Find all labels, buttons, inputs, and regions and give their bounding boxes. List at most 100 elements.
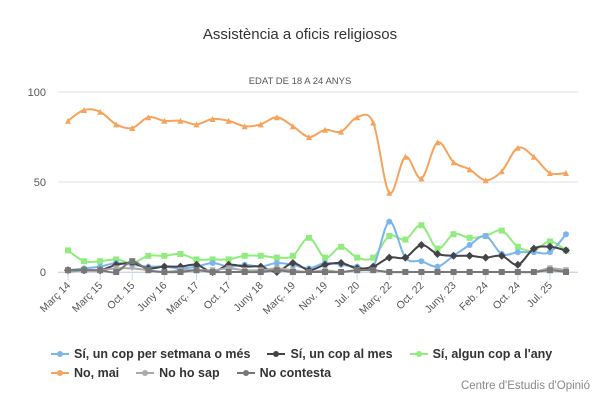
legend-item-yearly[interactable]: Sí, algun cop a l'any: [409, 347, 552, 361]
data-point: [450, 231, 457, 238]
legend-label: No contesta: [259, 365, 332, 380]
data-point: [530, 153, 537, 160]
data-point: [273, 254, 280, 261]
data-point: [450, 269, 457, 275]
data-point: [145, 114, 152, 121]
data-point: [514, 249, 521, 256]
data-point: [498, 227, 505, 234]
legend-item-no-answer[interactable]: No contesta: [236, 365, 332, 380]
data-point: [225, 256, 232, 263]
data-point: [386, 233, 393, 239]
legend-item-weekly[interactable]: Sí, un cop per setmana o més: [50, 347, 250, 361]
data-point: [402, 269, 409, 275]
x-tick-label: Març. 22: [357, 280, 394, 317]
x-tick-label: Feb. 24: [457, 280, 491, 314]
x-tick-label: Nov. 19: [297, 280, 331, 314]
legend-marker-icon: [51, 350, 69, 357]
data-point: [354, 267, 361, 274]
legend-marker-icon: [51, 369, 69, 376]
data-point: [273, 114, 280, 121]
data-point: [145, 252, 152, 259]
data-point: [482, 269, 489, 275]
y-tick-label: 100: [28, 87, 46, 99]
legend-item-dont-know[interactable]: No ho sap: [135, 365, 220, 380]
data-point: [257, 269, 264, 275]
data-point: [322, 269, 329, 275]
data-point: [305, 134, 312, 140]
data-point: [354, 114, 361, 121]
data-point: [450, 159, 457, 166]
data-point: [385, 253, 394, 262]
data-point: [193, 267, 200, 274]
data-point: [81, 258, 88, 265]
data-point: [514, 144, 521, 151]
data-point: [434, 245, 441, 252]
data-point: [402, 153, 409, 160]
data-point: [113, 265, 120, 272]
data-point: [113, 121, 120, 128]
data-point: [129, 265, 136, 272]
data-point: [563, 170, 569, 176]
data-point: [241, 252, 248, 259]
data-point: [434, 139, 441, 146]
legend-marker-icon: [409, 350, 428, 357]
legend-label: Sí, un cop al mes: [290, 346, 393, 361]
data-point: [65, 117, 71, 124]
data-point: [160, 262, 169, 271]
data-point: [434, 269, 441, 275]
data-point: [337, 259, 346, 267]
data-point: [514, 269, 521, 275]
data-point: [529, 244, 538, 253]
x-tick-label: Jul. 20: [332, 280, 362, 310]
data-point: [370, 119, 377, 126]
data-point: [81, 267, 88, 274]
data-point: [546, 170, 553, 176]
legend-marker-icon: [267, 350, 286, 357]
data-point: [97, 267, 104, 274]
data-point: [225, 269, 232, 275]
data-point: [257, 252, 264, 259]
data-point: [338, 269, 345, 275]
data-point: [241, 269, 248, 275]
credits[interactable]: Centre d'Estudis d'Opinió: [460, 380, 590, 392]
series-5: [65, 258, 569, 275]
data-point: [546, 238, 553, 245]
data-point: [273, 267, 280, 274]
data-point: [193, 121, 200, 128]
data-point: [417, 241, 426, 249]
legend-label: No, mai: [74, 365, 120, 380]
data-point: [466, 269, 473, 275]
data-point: [546, 267, 553, 274]
data-point: [288, 259, 297, 267]
data-point: [129, 258, 136, 265]
legend-label: No ho sap: [159, 365, 220, 380]
data-point: [418, 258, 425, 265]
y-tick-label: 0: [40, 267, 46, 279]
data-point: [370, 254, 377, 261]
legend-marker-icon: [136, 369, 155, 376]
data-point: [386, 218, 393, 225]
data-point: [434, 263, 441, 270]
data-point: [322, 126, 329, 133]
data-point: [192, 260, 201, 269]
data-point: [161, 252, 168, 259]
legend-item-monthly[interactable]: Sí, un cop al mes: [266, 346, 393, 361]
y-tick-label: 50: [34, 177, 46, 189]
data-point: [241, 123, 248, 130]
data-point: [498, 269, 505, 275]
data-point: [386, 269, 393, 275]
data-point: [354, 254, 361, 261]
data-point: [97, 258, 104, 265]
data-point: [257, 121, 264, 128]
data-point: [177, 269, 184, 275]
series-3: [65, 107, 569, 196]
chart-title: Assistència a oficis religiosos: [202, 26, 398, 43]
x-tick-label: Oct. 24: [491, 280, 524, 313]
x-tick-label: Març 15: [70, 280, 105, 315]
data-point: [563, 231, 569, 238]
legend-item-never[interactable]: No, mai: [50, 366, 119, 380]
data-point: [370, 267, 377, 274]
data-point: [482, 233, 489, 239]
data-point: [402, 236, 409, 243]
